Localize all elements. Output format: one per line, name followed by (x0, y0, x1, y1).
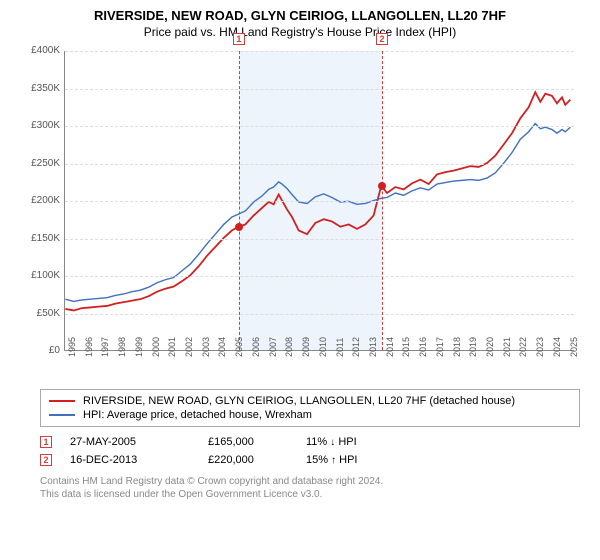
footer-attribution: Contains HM Land Registry data © Crown c… (40, 475, 588, 501)
sale-marker-1: 1 (233, 33, 245, 45)
chart-plot-area: 12 (64, 51, 574, 351)
x-tick-label: 2000 (151, 337, 161, 357)
sale-point-dot (378, 182, 386, 190)
sale-date: 27-MAY-2005 (70, 436, 190, 448)
sale-row: 1 27-MAY-2005 £165,000 11% ↓ HPI (40, 433, 580, 451)
x-tick-label: 2011 (335, 338, 345, 357)
x-tick-label: 2007 (268, 337, 278, 357)
x-tick-label: 2015 (401, 337, 411, 357)
y-tick-label: £350K (20, 83, 60, 94)
x-tick-label: 2009 (301, 337, 311, 357)
sale-price: £220,000 (208, 454, 288, 466)
sale-date: 16-DEC-2013 (70, 454, 190, 466)
sale-row: 2 16-DEC-2013 £220,000 15% ↑ HPI (40, 451, 580, 469)
sale-diff: 15% ↑ HPI (306, 454, 416, 466)
y-tick-label: £200K (20, 195, 60, 206)
sale-row-marker: 2 (40, 454, 52, 466)
x-tick-label: 2013 (368, 337, 378, 357)
y-tick-label: £300K (20, 120, 60, 131)
x-tick-label: 2010 (318, 337, 328, 357)
chart-subtitle: Price paid vs. HM Land Registry's House … (12, 25, 588, 39)
sale-point-dot (235, 223, 243, 231)
footer-line-1: Contains HM Land Registry data © Crown c… (40, 475, 588, 488)
x-tick-label: 2021 (502, 337, 512, 357)
legend-label: RIVERSIDE, NEW ROAD, GLYN CEIRIOG, LLANG… (83, 395, 515, 407)
y-tick-label: £0 (20, 345, 60, 356)
y-tick-label: £100K (20, 270, 60, 281)
x-tick-label: 1997 (100, 337, 110, 357)
footer-line-2: This data is licensed under the Open Gov… (40, 488, 588, 501)
x-tick-label: 2004 (217, 337, 227, 357)
y-tick-label: £50K (20, 308, 60, 319)
x-tick-label: 2008 (284, 337, 294, 357)
sale-marker-2: 2 (376, 33, 388, 45)
legend-swatch (49, 414, 75, 416)
y-tick-label: £150K (20, 233, 60, 244)
y-tick-label: £250K (20, 158, 60, 169)
x-tick-label: 1995 (67, 337, 77, 357)
x-tick-label: 2017 (435, 337, 445, 357)
x-tick-label: 2003 (201, 337, 211, 357)
x-tick-label: 2018 (452, 337, 462, 357)
x-tick-label: 1996 (84, 337, 94, 357)
sale-price: £165,000 (208, 436, 288, 448)
y-tick-label: £400K (20, 45, 60, 56)
x-tick-label: 2001 (167, 337, 177, 357)
x-tick-label: 2002 (184, 337, 194, 357)
x-tick-label: 1998 (117, 337, 127, 357)
sale-row-marker: 1 (40, 436, 52, 448)
x-tick-label: 2025 (569, 337, 579, 357)
x-tick-label: 2024 (552, 337, 562, 357)
x-tick-label: 2006 (251, 337, 261, 357)
legend-label: HPI: Average price, detached house, Wrex… (83, 409, 312, 421)
chart-title: RIVERSIDE, NEW ROAD, GLYN CEIRIOG, LLANG… (12, 8, 588, 23)
x-tick-label: 1999 (134, 337, 144, 357)
sales-table: 1 27-MAY-2005 £165,000 11% ↓ HPI 2 16-DEC-201… (40, 433, 580, 469)
legend-row: HPI: Average price, detached house, Wrex… (49, 408, 571, 422)
legend-swatch (49, 400, 75, 402)
legend-row: RIVERSIDE, NEW ROAD, GLYN CEIRIOG, LLANG… (49, 394, 571, 408)
x-tick-label: 2023 (535, 337, 545, 357)
x-tick-label: 2014 (385, 337, 395, 357)
x-tick-label: 2012 (351, 337, 361, 357)
sale-diff: 11% ↓ HPI (306, 436, 416, 448)
x-tick-label: 2022 (518, 337, 528, 357)
x-tick-label: 2016 (418, 337, 428, 357)
x-tick-label: 2020 (485, 337, 495, 357)
x-tick-label: 2019 (468, 337, 478, 357)
legend: RIVERSIDE, NEW ROAD, GLYN CEIRIOG, LLANG… (40, 389, 580, 427)
x-tick-label: 2005 (234, 337, 244, 357)
chart: £0 £50K £100K £150K £200K £250K £300K £350K £400… (20, 47, 580, 383)
